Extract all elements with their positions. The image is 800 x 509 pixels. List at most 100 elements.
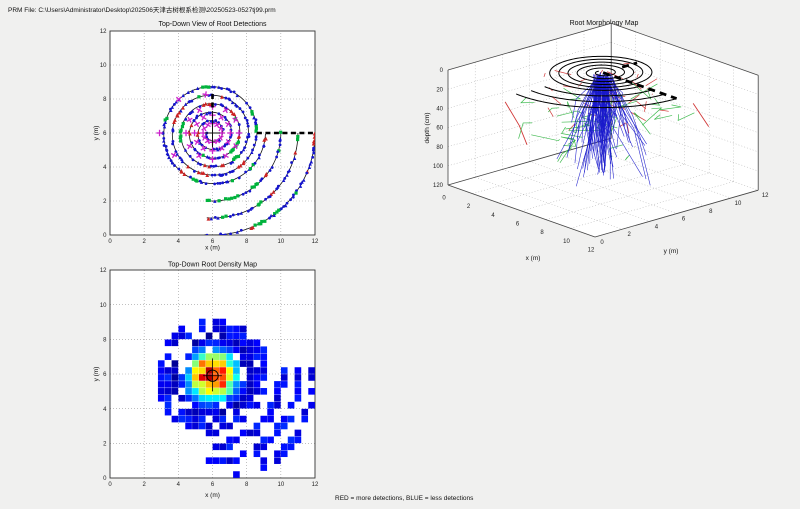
detection-marker bbox=[227, 97, 231, 101]
gridline bbox=[502, 169, 650, 222]
density-cell bbox=[308, 367, 315, 374]
detection-marker bbox=[171, 126, 175, 131]
root-line bbox=[547, 107, 554, 117]
root-line bbox=[556, 110, 582, 117]
root-line bbox=[645, 78, 658, 87]
detection-marker bbox=[298, 184, 303, 188]
detection-marker bbox=[262, 137, 267, 142]
gridline bbox=[611, 137, 759, 191]
density-cell bbox=[212, 381, 220, 388]
detection-marker bbox=[179, 128, 183, 132]
detection-marker bbox=[256, 203, 260, 207]
density-cell bbox=[192, 401, 199, 409]
detection-marker bbox=[207, 102, 211, 107]
density-cell bbox=[239, 415, 247, 423]
root-line bbox=[624, 154, 630, 161]
detection-marker bbox=[210, 173, 214, 177]
tick-label: 6 bbox=[211, 482, 215, 488]
density-cell bbox=[212, 367, 220, 374]
detection-marker bbox=[247, 135, 251, 138]
scanner-marker bbox=[191, 129, 198, 137]
density-cell bbox=[287, 401, 295, 409]
tick-label: 8 bbox=[245, 482, 249, 488]
detection-marker bbox=[218, 156, 221, 160]
density-cell bbox=[219, 325, 227, 333]
density-cell bbox=[246, 401, 254, 409]
tick-label: 8 bbox=[103, 97, 107, 103]
root-line bbox=[659, 104, 682, 111]
detection-marker bbox=[217, 85, 221, 89]
detection-marker bbox=[187, 100, 191, 104]
detection-marker bbox=[254, 182, 258, 187]
density-cell bbox=[219, 408, 227, 416]
density-cell bbox=[198, 367, 206, 374]
detection-marker bbox=[229, 90, 233, 94]
density-cell bbox=[157, 374, 165, 381]
density-cell bbox=[198, 325, 206, 333]
detection-marker bbox=[250, 150, 254, 155]
plot-title: Top-Down View of Root Detections bbox=[158, 21, 267, 28]
detection-marker bbox=[239, 211, 244, 215]
density-cell bbox=[233, 374, 240, 381]
detection-marker bbox=[193, 147, 198, 152]
root-line bbox=[692, 103, 710, 127]
density-cell bbox=[253, 367, 261, 374]
density-cell bbox=[233, 415, 240, 423]
density-cell bbox=[198, 360, 206, 367]
density-cell bbox=[212, 401, 220, 409]
detection-marker bbox=[253, 161, 257, 165]
density-cell bbox=[274, 388, 281, 395]
tick-label: 0 bbox=[440, 68, 444, 74]
density-plot-area: 0 2 4 6 8 10 12 0 2 4 6 8 10 12 bbox=[100, 268, 319, 488]
root-line bbox=[583, 74, 595, 178]
tick-label: 10 bbox=[735, 201, 742, 207]
density-cell bbox=[226, 325, 233, 333]
tick-label: 2 bbox=[103, 442, 107, 448]
detection-marker bbox=[259, 222, 263, 226]
density-cell bbox=[157, 394, 165, 402]
density-cell bbox=[239, 388, 247, 395]
root-line bbox=[561, 126, 583, 138]
detection-marker bbox=[268, 216, 271, 220]
density-cell bbox=[185, 388, 192, 395]
density-cell bbox=[164, 408, 172, 416]
density-cell bbox=[280, 415, 288, 423]
root-line bbox=[600, 77, 610, 140]
tick-label: 2 bbox=[142, 239, 146, 245]
detection-marker bbox=[187, 111, 192, 115]
detection-marker bbox=[180, 125, 185, 129]
detection-marker bbox=[292, 156, 297, 160]
density-cell bbox=[226, 346, 233, 354]
detection-marker bbox=[224, 172, 228, 176]
density-cell bbox=[246, 394, 254, 402]
x-axis-label: x (m) bbox=[205, 492, 220, 499]
density-cell bbox=[219, 374, 227, 381]
detection-marker bbox=[163, 118, 167, 122]
detection-marker bbox=[229, 232, 232, 235]
detection-marker bbox=[178, 136, 182, 140]
density-cells-layer bbox=[157, 318, 315, 478]
detection-marker bbox=[249, 226, 254, 230]
detection-marker bbox=[269, 192, 273, 197]
detection-marker bbox=[175, 152, 179, 156]
tick-label: 6 bbox=[103, 372, 107, 378]
density-cell bbox=[274, 450, 281, 458]
topdown-detections-plot: Top-Down View of Root Detections 0 2 4 6 8 10… bbox=[93, 21, 319, 252]
detection-marker bbox=[236, 154, 241, 159]
density-cell bbox=[308, 388, 315, 395]
density-cell bbox=[233, 325, 240, 333]
detection-marker bbox=[252, 116, 256, 120]
detection-marker bbox=[224, 214, 228, 218]
detection-marker bbox=[230, 179, 235, 183]
scanner-marker bbox=[224, 120, 232, 128]
detection-marker bbox=[272, 213, 276, 218]
detection-marker bbox=[209, 216, 213, 221]
detection-marker bbox=[311, 148, 315, 152]
gridline bbox=[447, 61, 612, 109]
detection-marker bbox=[184, 117, 188, 121]
detection-marker bbox=[245, 101, 248, 105]
scanner-marker bbox=[214, 121, 221, 128]
density-cell bbox=[253, 443, 261, 451]
detection-marker bbox=[285, 173, 289, 177]
detection-marker bbox=[241, 192, 245, 196]
